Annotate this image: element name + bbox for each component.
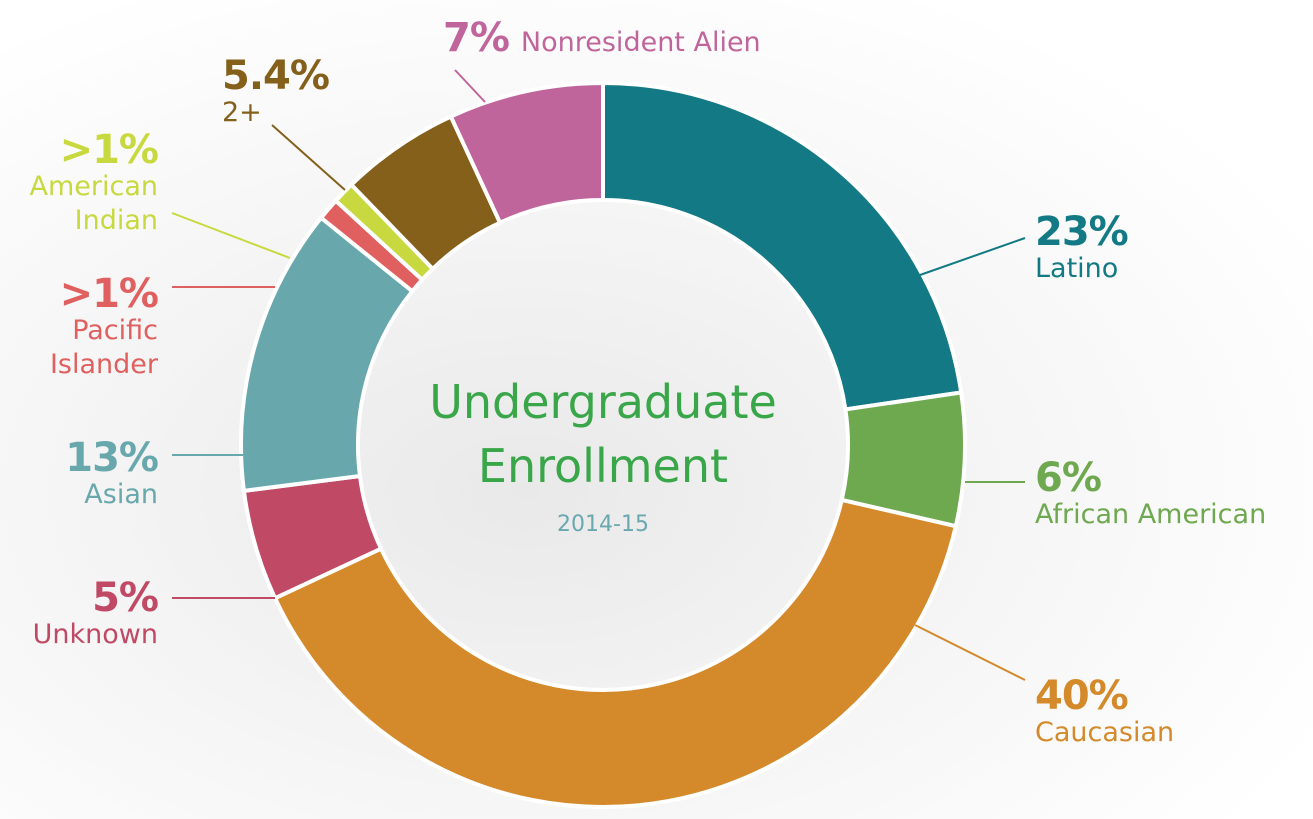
value-label: 6%: [1035, 455, 1102, 501]
category-label: American Indian: [29, 171, 159, 236]
value-label: 5%: [92, 575, 159, 621]
chart-title: Undergraduate Enrollment: [429, 375, 777, 493]
slice-label: 6% African American: [1035, 458, 1266, 532]
value-label: 7%: [443, 15, 510, 61]
leader-line: [454, 69, 486, 103]
center-text: Undergraduate Enrollment 2014-15: [403, 370, 803, 537]
chart-subtitle: 2014-15: [557, 512, 649, 537]
category-label: African American: [1035, 499, 1267, 530]
slice-label: 40% Caucasian: [1035, 676, 1174, 750]
category-label: Nonresident Alien: [520, 27, 761, 58]
category-label: Latino: [1035, 253, 1119, 284]
leader-line: [171, 212, 291, 259]
category-label: Asian: [84, 479, 158, 510]
slice-label: 23% Latino: [1035, 209, 1129, 286]
slice-label: 13% Asian: [65, 435, 159, 512]
value-label: 40%: [1035, 673, 1129, 719]
value-label: 23%: [1035, 209, 1129, 255]
donut-slice: [601, 80, 964, 412]
slice-label: 5% Unknown: [32, 575, 159, 652]
slice-label: 7% Nonresident Alien: [443, 18, 761, 60]
slice-label: >1% Pacific Islander: [18, 271, 159, 382]
category-label: 2+: [222, 97, 262, 128]
value-label: 5.4%: [222, 53, 330, 99]
leader-line: [271, 124, 346, 191]
value-label: 13%: [65, 435, 159, 481]
leader-line: [914, 624, 1026, 681]
category-label: Pacific Islander: [49, 315, 158, 380]
value-label: >1%: [59, 127, 159, 173]
value-label: >1%: [59, 271, 159, 317]
donut-slice: [448, 80, 605, 226]
slice-label: >1% American Indian: [0, 127, 160, 238]
category-label: Caucasian: [1035, 717, 1175, 748]
category-label: Unknown: [32, 619, 158, 650]
slice-label: 5.4% 2+: [222, 53, 330, 130]
donut-slice: [272, 497, 959, 809]
leader-line: [919, 237, 1026, 276]
